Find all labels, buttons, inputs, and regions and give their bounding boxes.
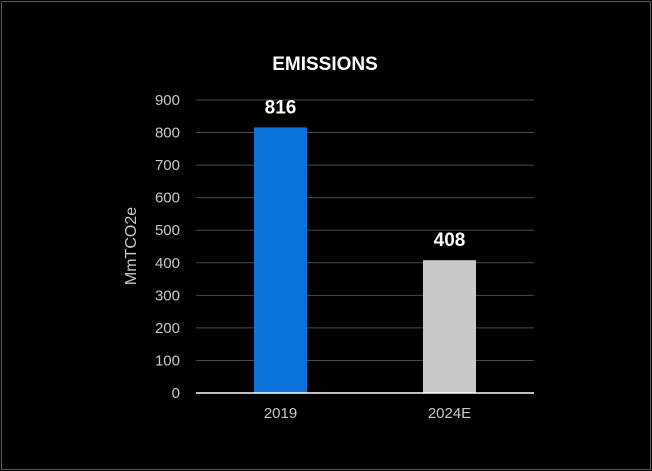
- y-tick-label: 300: [155, 287, 180, 304]
- data-label: 408: [434, 230, 466, 251]
- bar-2024e: [423, 260, 476, 393]
- y-tick-label: 600: [155, 190, 180, 207]
- y-axis-label: MmTCO2e: [123, 207, 140, 285]
- chart-title: EMISSIONS: [272, 54, 378, 75]
- y-tick-label: 200: [155, 320, 180, 337]
- data-label: 816: [265, 97, 297, 118]
- y-tick-label: 100: [155, 352, 180, 369]
- data-labels: 816 408: [265, 97, 466, 251]
- y-tick-label: 700: [155, 157, 180, 174]
- x-tick-label: 2019: [264, 405, 297, 422]
- y-tick-label: 400: [155, 255, 180, 272]
- y-tick-label: 800: [155, 125, 180, 142]
- y-tick-label: 500: [155, 222, 180, 239]
- bars: [254, 127, 476, 393]
- gridlines: [196, 99, 534, 361]
- y-tick-label: 0: [172, 385, 180, 402]
- y-tick-label: 900: [155, 92, 180, 109]
- bar-2019: [254, 127, 307, 393]
- x-tick-label: 2024E: [428, 405, 471, 422]
- y-tick-labels: 0 100 200 300 400 500 600 700 800 900: [155, 92, 180, 402]
- x-tick-labels: 2019 2024E: [264, 405, 471, 422]
